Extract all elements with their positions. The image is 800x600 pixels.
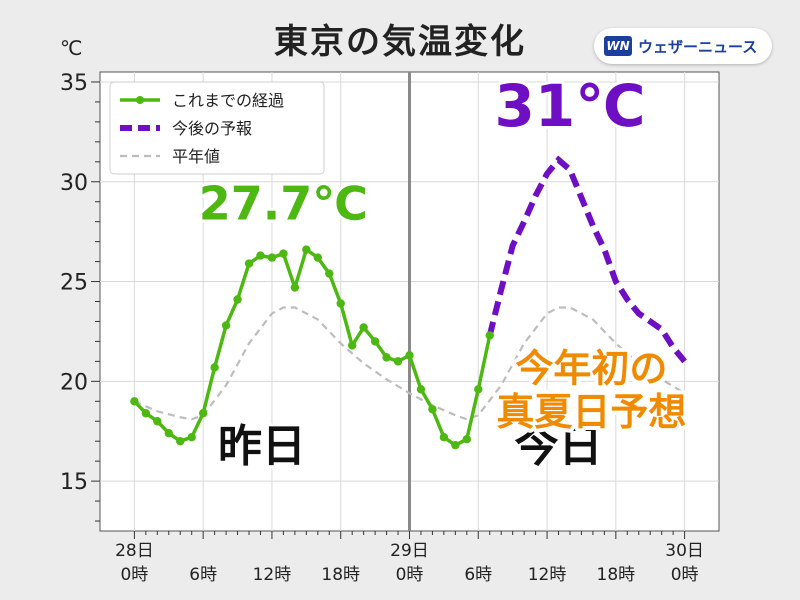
- yesterday-label: 昨日: [218, 421, 306, 472]
- max-temp-yesterday-label: 27.7℃: [199, 177, 368, 231]
- x-tick-label-date: 30日: [665, 541, 704, 561]
- observed-point: [210, 363, 219, 372]
- observed-point: [313, 253, 322, 262]
- observed-point: [153, 417, 162, 426]
- observed-point: [485, 331, 494, 340]
- observed-point: [141, 409, 151, 418]
- x-tick-label-hour: 6時: [464, 565, 492, 585]
- observed-point: [221, 321, 231, 330]
- observed-point: [428, 405, 437, 414]
- observed-point: [176, 436, 185, 446]
- brand-name: ウェザーニュース: [638, 37, 758, 56]
- observed-point: [336, 299, 345, 308]
- observed-point: [290, 283, 300, 292]
- observed-point: [462, 435, 472, 444]
- observed-point: [359, 323, 368, 332]
- observed-point: [302, 245, 311, 254]
- y-tick-label: 35: [60, 71, 88, 96]
- observed-point: [187, 433, 196, 442]
- legend-label: これまでの経過: [172, 91, 284, 110]
- x-tick-label-hour: 0時: [396, 565, 424, 585]
- first-midsummer-note-line2: 真夏日予想: [496, 390, 686, 434]
- today-label: 今日: [515, 421, 603, 472]
- weathernews-logo-icon: WN: [604, 36, 632, 56]
- first-midsummer-note-line1: 今年初の: [515, 346, 667, 390]
- x-tick-label-hour: 18時: [321, 565, 360, 585]
- x-tick-label-hour: 0時: [120, 565, 148, 585]
- y-tick-label: 30: [60, 171, 88, 196]
- observed-point: [382, 353, 391, 362]
- observed-point: [474, 385, 483, 394]
- observed-point: [439, 433, 449, 442]
- observed-point: [244, 259, 254, 268]
- chart-title: 東京の気温変化: [274, 22, 526, 62]
- x-tick-label-hour: 12時: [528, 565, 567, 585]
- observed-point: [370, 337, 380, 346]
- y-tick-label: 20: [60, 370, 88, 395]
- forecast-line: [486, 155, 687, 364]
- x-tick-label-hour: 18時: [597, 565, 636, 585]
- max-temp-today-label: 31℃: [495, 72, 646, 140]
- y-axis-unit: ℃: [60, 36, 83, 60]
- y-tick-label: 25: [60, 271, 88, 296]
- observed-point: [198, 409, 208, 418]
- legend-observed-marker: [136, 96, 144, 104]
- observed-point: [416, 385, 426, 394]
- observed-point: [325, 269, 334, 278]
- legend-label: 平年値: [172, 147, 220, 166]
- x-tick-label-date: 28日: [115, 541, 154, 561]
- normal-temperature-line: [133, 306, 686, 421]
- brand-badge: WN ウェザーニュース: [594, 28, 772, 64]
- x-tick-label-hour: 0時: [671, 565, 699, 585]
- legend-label: 今後の予報: [172, 119, 252, 138]
- observed-point: [130, 397, 139, 406]
- legend-box: [109, 81, 325, 175]
- x-tick-label-hour: 6時: [189, 565, 217, 585]
- x-tick-label-date: 29日: [390, 541, 429, 561]
- y-tick-label: 15: [60, 470, 88, 495]
- x-tick-label-hour: 12時: [253, 565, 292, 585]
- observed-point: [393, 357, 403, 366]
- observed-point: [233, 295, 242, 304]
- observed-point: [279, 249, 288, 258]
- observed-point: [451, 440, 460, 450]
- observed-point: [164, 429, 173, 438]
- observed-point: [256, 251, 265, 260]
- observed-point: [347, 341, 357, 350]
- observed-point: [267, 253, 277, 262]
- observed-point: [405, 351, 414, 360]
